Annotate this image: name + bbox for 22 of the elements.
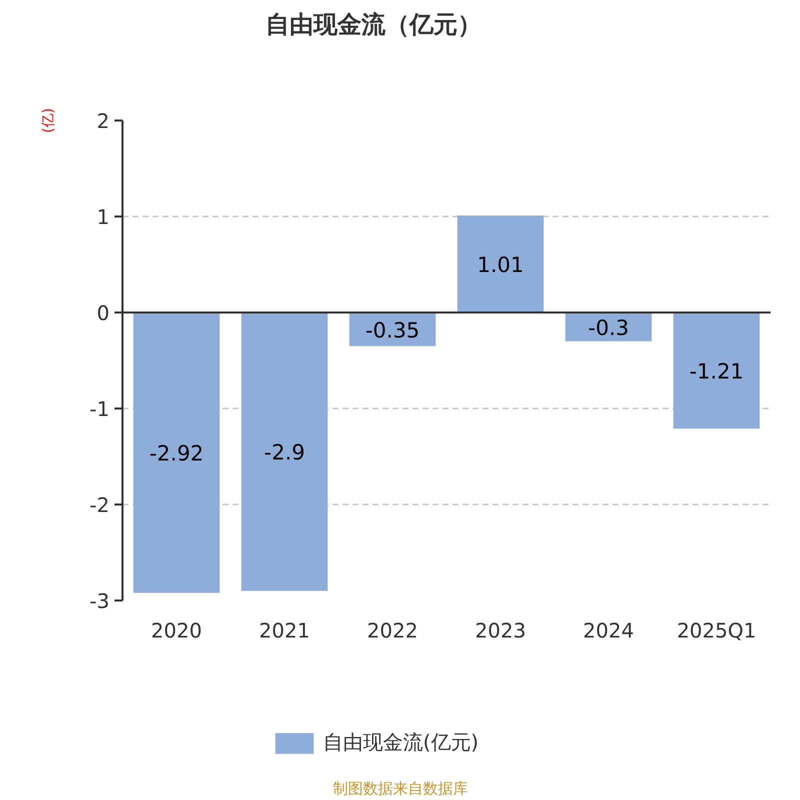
y-axis-title: (亿) <box>40 108 57 133</box>
y-tick-label: 2 <box>96 109 110 133</box>
x-tick-label: 2020 <box>151 618 202 642</box>
text: 制图数据来自数据库 <box>333 780 468 798</box>
y-tick-label: 0 <box>96 301 110 325</box>
y-tick-label: -1 <box>90 397 110 421</box>
x-tick-label: 2022 <box>367 618 418 642</box>
data-label: -0.35 <box>365 318 420 342</box>
y-tick-label: -3 <box>90 589 110 613</box>
y-tick-label: -2 <box>90 493 110 517</box>
x-tick-label: 2024 <box>583 618 634 642</box>
data-label: 1.01 <box>477 253 524 278</box>
chart-title: 自由现金流（亿元） <box>266 10 482 38</box>
x-tick-label: 2021 <box>259 618 310 642</box>
data-label: -1.21 <box>689 360 744 384</box>
data-label: -2.92 <box>149 442 204 466</box>
y-tick-label: 1 <box>96 205 110 229</box>
legend-label: 自由现金流(亿元) <box>323 729 479 756</box>
x-tick-label: 2023 <box>475 618 526 642</box>
data-label: -2.9 <box>264 440 305 465</box>
data-label: -0.3 <box>588 316 629 340</box>
x-tick-label: 2025Q1 <box>676 618 756 642</box>
